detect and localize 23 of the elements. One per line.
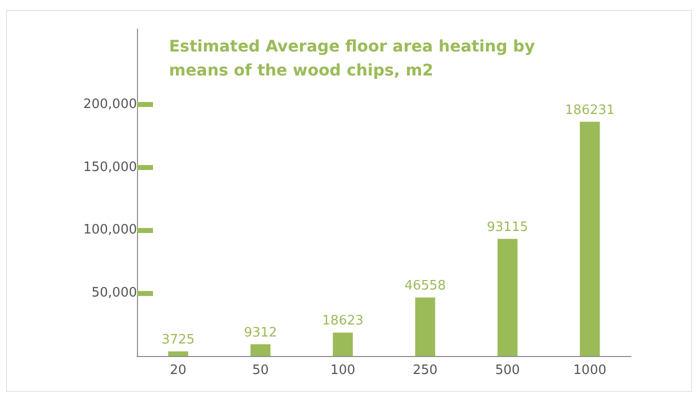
text: Estimated Average floor area heating by means of the wood chips, m2 xyxy=(169,36,540,80)
x-tick-label: 1000 xyxy=(573,363,606,378)
x-tick-label: 100 xyxy=(330,363,356,378)
x-tick-label: 250 xyxy=(412,363,438,378)
data-label: 9312 xyxy=(244,325,278,340)
bar xyxy=(498,238,518,356)
x-tick-label: 50 xyxy=(252,363,269,378)
x-tick-label: 500 xyxy=(495,363,520,378)
bar xyxy=(415,297,436,356)
bar xyxy=(168,351,188,356)
data-label: 3725 xyxy=(162,332,195,348)
y-tick-label: 50,000 xyxy=(92,286,137,301)
bar xyxy=(332,332,353,356)
y-tick-label: 150,000 xyxy=(83,160,137,175)
data-label: 93115 xyxy=(486,220,528,235)
bar xyxy=(250,344,270,356)
y-tick-label: 100,000 xyxy=(83,222,137,238)
x-tick-label: 20 xyxy=(170,363,186,378)
data-label: 186231 xyxy=(565,102,615,118)
y-tick-label: 200,000 xyxy=(83,96,137,112)
data-label: 18623 xyxy=(322,314,364,329)
bar xyxy=(580,122,600,356)
data-label: 46558 xyxy=(404,278,446,294)
